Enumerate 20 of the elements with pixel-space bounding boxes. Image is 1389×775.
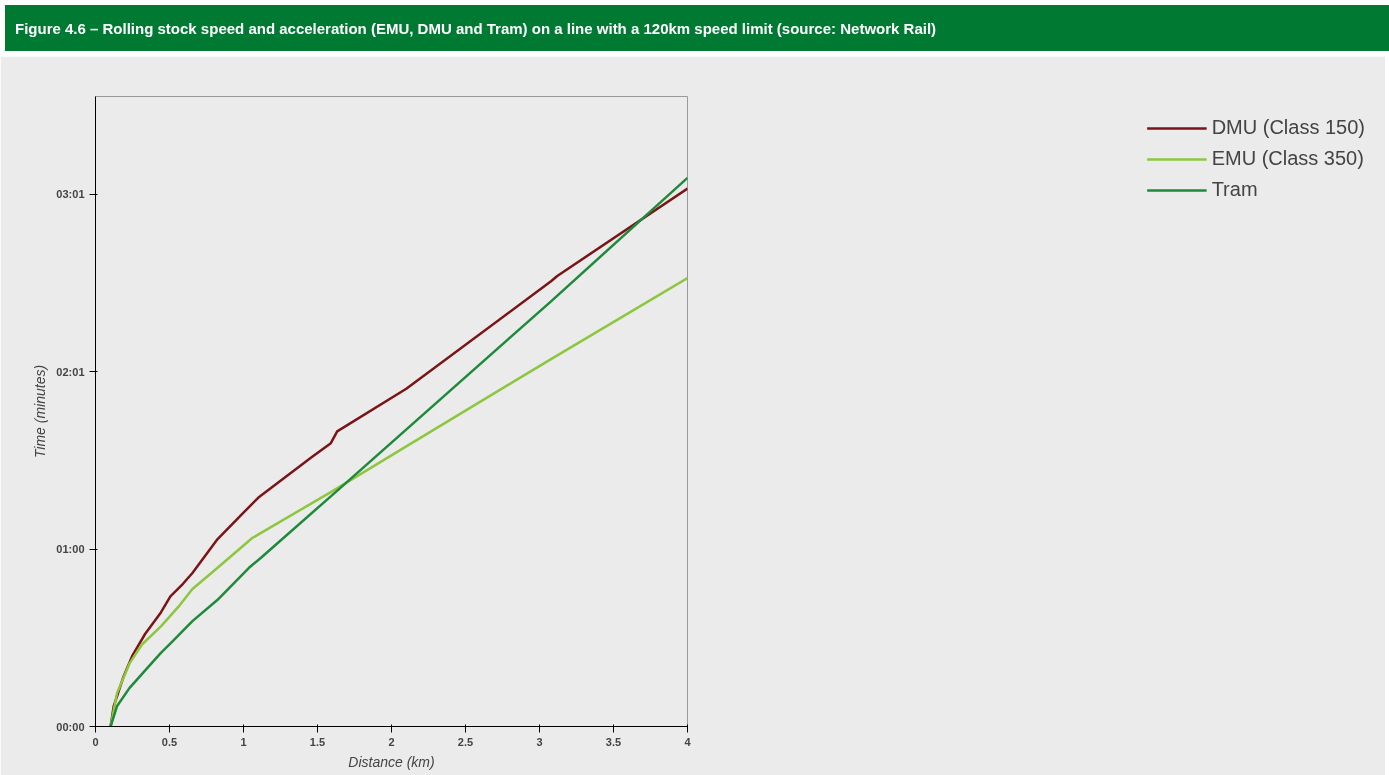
y-tick-label: 03:01 (56, 188, 85, 201)
y-axis-title: Time (minutes) (32, 364, 49, 459)
legend-label: DMU (Class 150) (1211, 116, 1365, 139)
x-tick-label: 1.5 (309, 735, 326, 748)
x-tick-label: 0 (92, 735, 99, 748)
x-axis-title: Distance (km) (348, 753, 435, 770)
legend-label: Tram (1211, 178, 1258, 201)
line-series (109, 276, 688, 727)
x-tick-label: 2.5 (457, 735, 474, 748)
chart-title: Figure 4.6 – Rolling stock speed and acceleration (EMU, DMU and Tram) on a line with a 120km speed limit (source: Network Rail) (15, 19, 937, 39)
y-tick-label: 02:01 (56, 365, 85, 378)
y-tick-label: 01:00 (56, 543, 85, 556)
x-tick-label: 1 (240, 735, 247, 748)
x-tick-label: 4 (684, 735, 692, 748)
x-tick-label: 0.5 (161, 735, 178, 748)
x-tick-label: 2 (388, 735, 395, 748)
y-tick-label: 00:00 (56, 720, 85, 733)
x-tick-label: 3 (536, 735, 543, 748)
x-tick-label: 3.5 (605, 735, 622, 748)
legend-label: EMU (Class 350) (1211, 147, 1364, 170)
